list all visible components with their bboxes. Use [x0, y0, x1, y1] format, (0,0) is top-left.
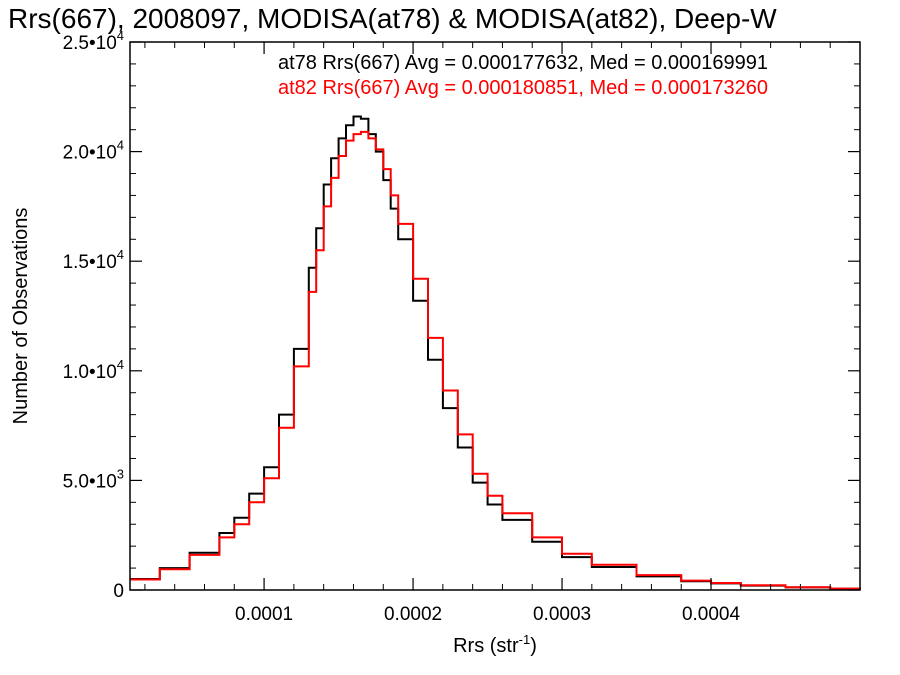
series-line-1: [130, 130, 861, 590]
y-tick-label-exp: 4: [117, 28, 124, 43]
x-tick-label: 0.0003: [533, 604, 591, 625]
y-tick-label-main: 1.0•10: [63, 362, 117, 383]
y-tick-label-exp: 4: [117, 247, 124, 262]
series-line-0: [130, 115, 861, 590]
y-tick-label-exp: 4: [117, 138, 124, 153]
y-tick-label: 2.5•104: [63, 28, 124, 54]
y-tick-label-main: 0: [113, 581, 124, 602]
x-tick-label: 0.0002: [384, 604, 442, 625]
y-axis-label: Number of Observations: [10, 208, 32, 425]
y-tick-label-main: 2.5•10: [63, 33, 117, 54]
chart-title: Rrs(667), 2008097, MODISA(at78) & MODISA…: [8, 3, 777, 34]
annotation-at82: at82 Rrs(667) Avg = 0.000180851, Med = 0…: [278, 77, 768, 99]
x-axis-label-main: Rrs (str: [453, 635, 519, 657]
y-tick-label-main: 1.5•10: [63, 252, 117, 273]
series-layer: [130, 115, 861, 590]
y-tick-label-main: 2.0•10: [63, 143, 117, 164]
x-axis-label-sup: -1: [519, 632, 531, 647]
y-tick-label: 1.0•104: [63, 357, 124, 383]
y-tick-label: 2.0•104: [63, 138, 124, 164]
y-tick-label-exp: 4: [117, 357, 124, 372]
y-tick-label-exp: 3: [117, 466, 124, 481]
y-tick-label: 5.0•103: [63, 466, 124, 492]
annotation-at78: at78 Rrs(667) Avg = 0.000177632, Med = 0…: [278, 52, 768, 74]
x-tick-label: 0.0004: [682, 604, 741, 625]
tick-layer: 0.0001 0.0002 0.0003 0.000405.0•1031.0•1041…: [63, 28, 860, 625]
x-axis-label: Rrs (str-1): [453, 632, 537, 657]
y-tick-label: 0: [113, 581, 124, 602]
x-axis-label-close: ): [530, 635, 537, 657]
y-tick-label: 1.5•104: [63, 247, 124, 273]
annotation-layer: at78 Rrs(667) Avg = 0.000177632, Med = 0…: [278, 52, 768, 99]
plot-frame: [129, 41, 861, 591]
x-tick-label: 0.0001: [235, 604, 293, 625]
y-tick-label-main: 5.0•10: [63, 471, 117, 492]
